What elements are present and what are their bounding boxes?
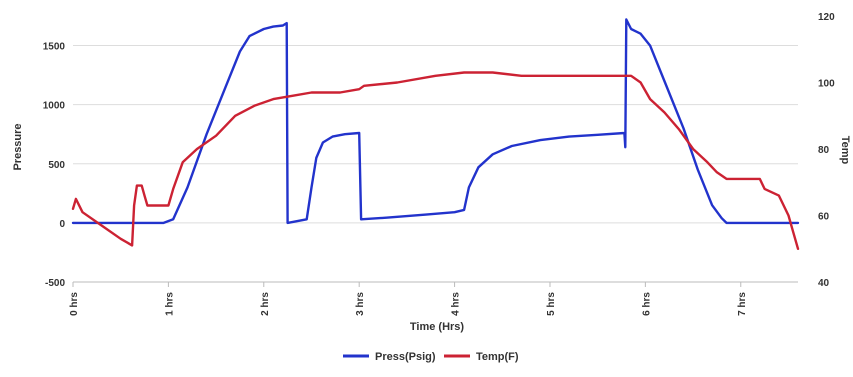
y-left-tick-label: -500 — [45, 278, 65, 289]
x-axis-title: Time (Hrs) — [410, 321, 465, 333]
y-right-tick-label: 60 — [818, 212, 830, 223]
y-left-tick-label: 500 — [48, 160, 65, 171]
y-right-axis-title: Temp — [839, 136, 851, 165]
x-tick-label: 4 hrs — [451, 292, 462, 316]
x-tick-label: 5 hrs — [546, 292, 557, 316]
series-lines — [71, 18, 800, 250]
y-right-tick-labels: 40 60 80 100 120 — [818, 12, 835, 289]
y-left-tick-label: 0 — [59, 219, 65, 230]
x-tick-label: 7 hrs — [737, 292, 748, 316]
y-right-tick-label: 100 — [818, 79, 835, 90]
x-tick-label: 6 hrs — [641, 292, 652, 316]
y-left-tick-label: 1000 — [43, 101, 66, 112]
series-line-pressure — [71, 18, 800, 225]
x-tick-label: 3 hrs — [355, 292, 366, 316]
series-line-temp — [71, 71, 800, 250]
x-tick-labels: 0 hrs 1 hrs 2 hrs 3 hrs 4 hrs 5 hrs 6 hrs 7 hrs — [69, 282, 748, 316]
legend: Press(Psig) Temp(F) — [343, 351, 519, 363]
y-right-tick-label: 80 — [818, 145, 830, 156]
y-left-tick-label: 1500 — [43, 42, 66, 53]
x-tick-label: 0 hrs — [69, 292, 80, 316]
legend-label: Temp(F) — [476, 351, 519, 363]
legend-label: Press(Psig) — [375, 351, 436, 363]
y-right-tick-label: 120 — [818, 12, 835, 23]
y-left-axis-title: Pressure — [12, 123, 24, 170]
x-tick-label: 1 hrs — [164, 292, 175, 316]
y-right-tick-label: 40 — [818, 278, 830, 289]
y-left-tick-labels: -500 0 500 1000 1500 — [43, 42, 66, 289]
x-tick-label: 2 hrs — [260, 292, 271, 316]
gridlines — [73, 45, 798, 283]
